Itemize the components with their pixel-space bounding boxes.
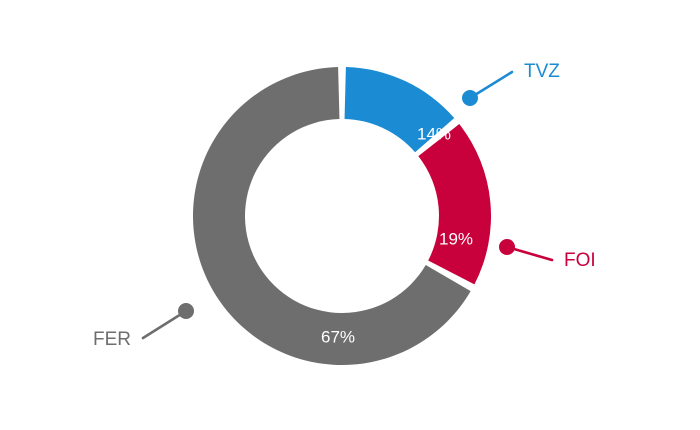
legend-label-foi[interactable]: FOI: [564, 250, 596, 271]
slice-value-tvz: 14%: [417, 124, 451, 143]
slice-value-labels: 14% 19% 67%: [321, 124, 473, 346]
callout-dot-tvz: [462, 90, 478, 106]
callout-line-fer: [141, 309, 188, 340]
donut-slice-foi[interactable]: [418, 124, 491, 285]
callout-leaders: [141, 70, 554, 340]
donut-slice-tvz[interactable]: [344, 67, 455, 153]
slice-value-fer: 67%: [321, 327, 355, 346]
donut-slices: [193, 67, 491, 366]
legend-label-fer[interactable]: FER: [93, 329, 131, 350]
callout-line-tvz: [468, 70, 514, 100]
callout-dot-fer: [178, 303, 194, 319]
callout-dot-foi: [499, 239, 515, 255]
donut-slice-fer[interactable]: [193, 67, 471, 366]
slice-value-foi: 19%: [439, 229, 473, 248]
legend-label-tvz[interactable]: TVZ: [524, 61, 560, 82]
legend-labels: TVZ FOI FER: [93, 61, 596, 350]
